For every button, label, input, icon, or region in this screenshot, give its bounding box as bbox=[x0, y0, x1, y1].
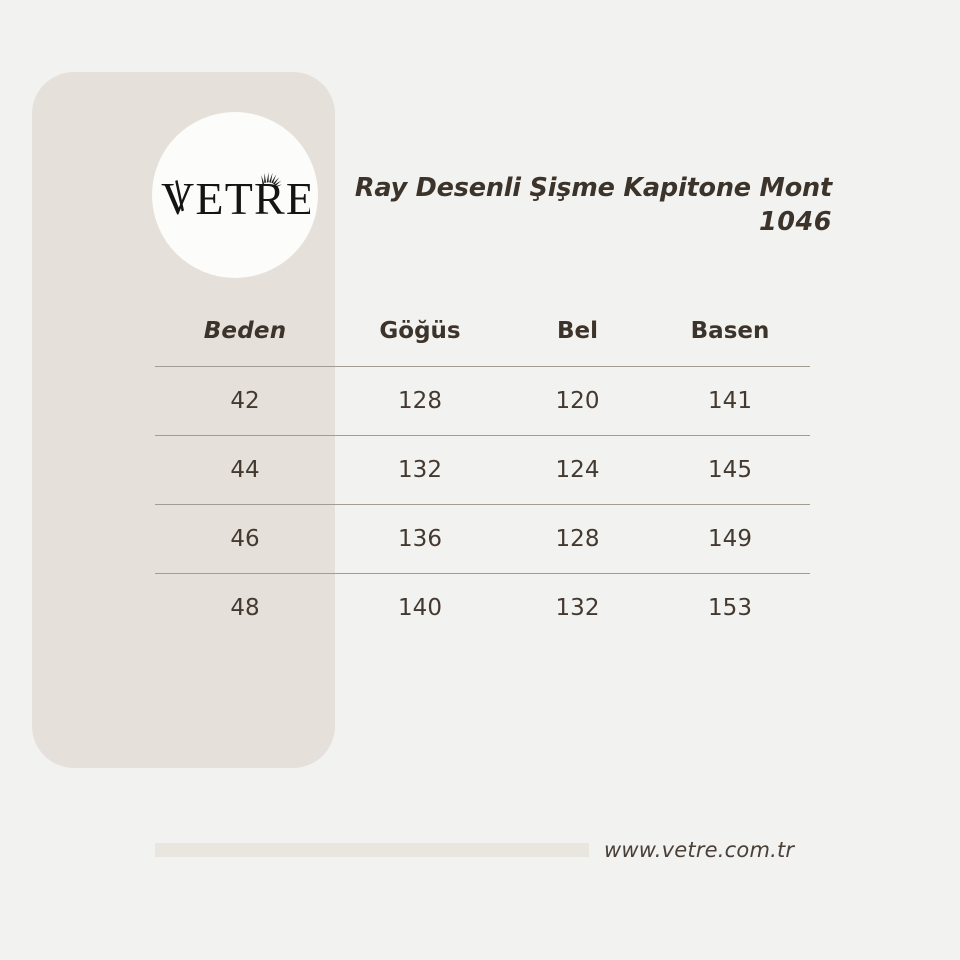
cell-gogus: 136 bbox=[335, 504, 505, 574]
product-title: Ray Desenli Şişme Kapitone Mont 1046 bbox=[336, 172, 832, 239]
cell-beden: 48 bbox=[230, 595, 260, 621]
table-row: 48 140 132 153 bbox=[155, 574, 810, 643]
cell-basen: 141 bbox=[650, 366, 810, 436]
cell-beden: 42 bbox=[155, 366, 335, 436]
cell-beden: 44 bbox=[155, 435, 335, 505]
cell-basen: 153 bbox=[708, 595, 752, 621]
column-header-beden: Beden bbox=[155, 318, 335, 367]
cell-beden: 46 bbox=[155, 504, 335, 574]
cell-bel: 124 bbox=[505, 435, 650, 505]
size-table-header: Beden Göğüs Bel Basen bbox=[155, 318, 810, 367]
vetre-logo-icon: VETRE bbox=[160, 160, 310, 230]
product-title-name: Ray Desenli Şişme Kapitone Mont bbox=[354, 173, 832, 203]
cell-bel: 132 bbox=[555, 595, 600, 621]
cell-gogus: 140 bbox=[398, 595, 442, 621]
brand-logo-badge: VETRE bbox=[152, 112, 318, 278]
size-table: Beden Göğüs Bel Basen 42 128 120 141 44 … bbox=[155, 318, 810, 642]
cell-bel: 128 bbox=[505, 504, 650, 574]
table-row: 46 136 128 149 bbox=[155, 504, 810, 574]
footer-accent-bar bbox=[155, 843, 589, 857]
column-header-basen: Basen bbox=[650, 318, 810, 367]
cell-basen: 145 bbox=[650, 435, 810, 505]
product-title-code: 1046 bbox=[759, 206, 832, 237]
cell-gogus: 128 bbox=[335, 366, 505, 436]
size-table-body: 42 128 120 141 44 132 124 145 46 136 128… bbox=[155, 366, 810, 643]
cell-bel: 120 bbox=[505, 366, 650, 436]
footer-website-url: www.vetre.com.tr bbox=[604, 838, 795, 862]
table-row: 44 132 124 145 bbox=[155, 435, 810, 505]
size-table-container: Beden Göğüs Bel Basen 42 128 120 141 44 … bbox=[155, 318, 810, 642]
table-row: 42 128 120 141 bbox=[155, 366, 810, 436]
table-header-row: Beden Göğüs Bel Basen bbox=[155, 318, 810, 367]
column-header-bel: Bel bbox=[505, 318, 650, 367]
cell-basen: 149 bbox=[650, 504, 810, 574]
column-header-gogus: Göğüs bbox=[335, 318, 505, 367]
svg-text:VETRE: VETRE bbox=[161, 173, 310, 224]
cell-gogus: 132 bbox=[335, 435, 505, 505]
